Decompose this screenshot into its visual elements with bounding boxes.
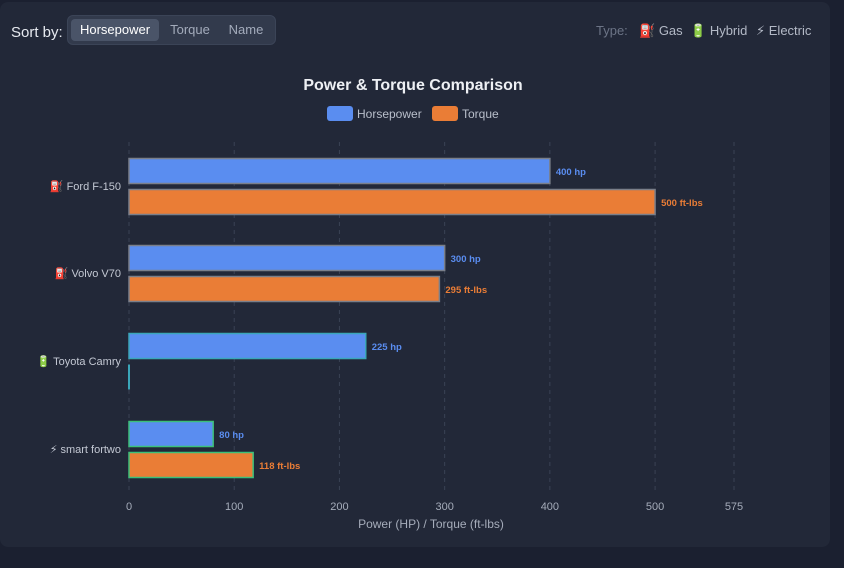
bar-horsepower-3 (128, 420, 214, 448)
sort-label: Sort by: (11, 24, 63, 41)
battery-icon: 🔋 (690, 23, 707, 38)
label-torque-1: 295 ft-lbs (445, 285, 487, 296)
bar-torque-1 (128, 275, 441, 303)
type-hybrid: 🔋 Hybrid (690, 23, 747, 39)
x-tick-300: 300 (435, 501, 453, 513)
x-tick-200: 200 (330, 501, 348, 513)
type-gas-label: Gas (658, 23, 683, 38)
y-axis-labels: ⛽ Ford F-150 ⛽ Volvo V70 🔋 Toyota Camry ⚡ s… (37, 180, 122, 456)
y-label-ford-f-150: ⛽ Ford F-150 (50, 180, 121, 193)
sort-segmented-control: Horsepower Torque Name (67, 15, 276, 45)
label-horsepower-3: 80 hp (219, 430, 244, 441)
label-torque-3: 118 ft-lbs (259, 461, 300, 472)
y-label-volvo-v70: ⛽ Volvo V70 (55, 267, 121, 280)
legend-swatch-horsepower (327, 106, 353, 121)
chart-legend: Horsepower Torque (327, 106, 499, 121)
y-label-toyota-camry: 🔋 Toyota Camry (37, 355, 122, 368)
legend-label-horsepower: Horsepower (357, 107, 422, 121)
x-tick-500: 500 (646, 501, 664, 513)
type-legend: Type: (596, 23, 628, 38)
type-electric: ⚡ Electric (756, 23, 811, 39)
legend-label-torque: Torque (462, 107, 499, 121)
x-tick-400: 400 (541, 501, 559, 513)
x-axis-ticks: 0 100 200 300 400 500 575 (126, 501, 743, 513)
toolbar: Sort by: Horsepower Torque Name Type: ⛽ … (0, 0, 830, 64)
bar-torque-3 (128, 451, 254, 479)
legend-swatch-torque (432, 106, 458, 121)
type-gas: ⛽ Gas (639, 23, 683, 39)
sort-name-button[interactable]: Name (228, 22, 264, 37)
x-tick-575: 575 (725, 501, 743, 513)
fuel-pump-icon: ⛽ (639, 23, 656, 38)
bar-torque-0 (128, 188, 656, 216)
bar-horsepower-0 (128, 157, 551, 185)
label-horsepower-0: 400 hp (556, 167, 586, 178)
bars: 400 hp 500 ft-lbs 300 hp 295 ft-lbs 225 hp 80… (128, 157, 703, 479)
chart-title: Power & Torque Comparison (303, 77, 522, 94)
sort-horsepower-button[interactable]: Horsepower (71, 19, 159, 41)
label-torque-0: 500 ft-lbs (661, 198, 703, 209)
label-horsepower-1: 300 hp (451, 254, 481, 265)
type-electric-label: Electric (768, 23, 812, 38)
x-axis-title: Power (HP) / Torque (ft-lbs) (358, 517, 504, 531)
label-horsepower-2: 225 hp (372, 342, 402, 353)
type-hybrid-label: Hybrid (709, 23, 748, 38)
bar-horsepower-2 (128, 332, 367, 360)
bar-horsepower-1 (128, 244, 446, 272)
x-tick-100: 100 (225, 501, 243, 513)
lightning-icon: ⚡ (756, 23, 766, 38)
type-legend-label: Type: (596, 23, 628, 38)
y-label-smart-fortwo: ⚡ smart fortwo (50, 444, 121, 456)
sort-torque-button[interactable]: Torque (170, 22, 210, 37)
x-tick-0: 0 (126, 501, 132, 513)
